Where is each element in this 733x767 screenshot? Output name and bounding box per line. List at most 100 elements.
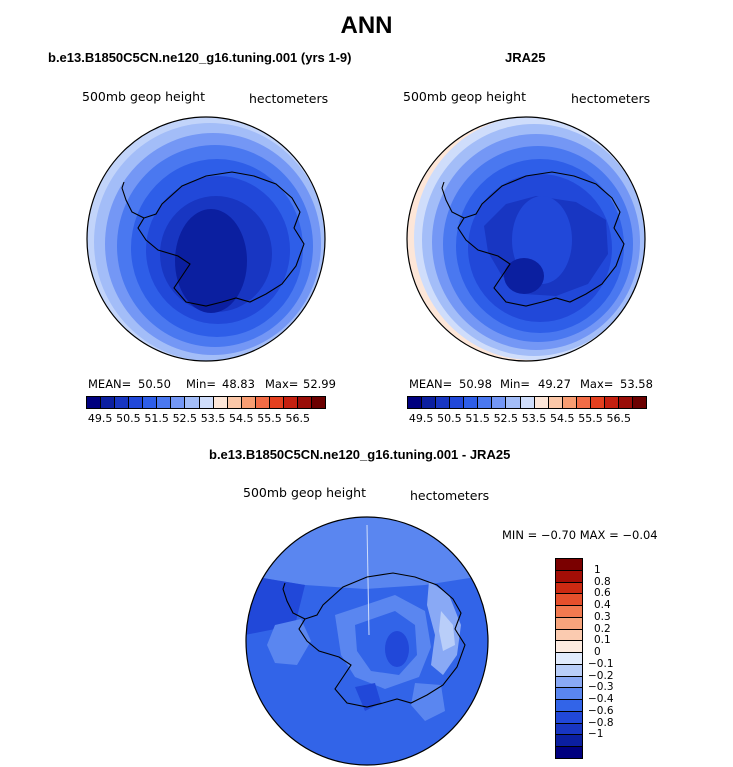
colorbar-tick-label: 49.5 [87, 412, 113, 425]
panel-1-polar-map [86, 116, 326, 362]
colorbar-swatch [227, 397, 242, 408]
diff-colorbar-swatch [555, 746, 583, 759]
panel-1-max: 52.99 [303, 377, 336, 391]
colorbar-swatch [297, 397, 312, 408]
colorbar-swatch [450, 397, 465, 408]
colorbar-swatch [562, 397, 577, 408]
colorbar-tick-label: 50.5 [437, 412, 462, 425]
panel-2-variable-label: 500mb geop height [403, 89, 526, 104]
diff-colorbar-tick-label: 0.8 [594, 575, 611, 588]
colorbar-swatch [576, 397, 591, 408]
panel-2-antarctica-coastline [457, 171, 625, 307]
colorbar-tick-label: 56.5 [285, 412, 311, 425]
colorbar-swatch [534, 397, 549, 408]
colorbar-swatch [283, 397, 298, 408]
panel-1-max-label: Max= [265, 377, 299, 391]
diff-panel-variable-label: 500mb geop height [243, 485, 366, 500]
colorbar-tick-label: 55.5 [578, 412, 603, 425]
panel-2-max-label: Max= [580, 377, 614, 391]
diff-panel-polar-map [245, 516, 489, 766]
panel-1-title: b.e13.B1850C5CN.ne120_g16.tuning.001 (yr… [48, 50, 352, 65]
diff-colorbar-tick-label: 0.6 [594, 587, 611, 600]
colorbar-swatch [255, 397, 270, 408]
panel-2-min-label: Min= [500, 377, 531, 391]
panel-2-max: 53.58 [620, 377, 653, 391]
colorbar-swatch [548, 397, 563, 408]
diff-colorbar-tick-label: −0.3 [588, 681, 614, 694]
colorbar-tick-label: 51.5 [465, 412, 490, 425]
colorbar-swatch [157, 397, 172, 408]
colorbar-swatch [422, 397, 437, 408]
panel-2-colorbar-ticks: 49.5 50.5 51.5 52.5 53.5 54.5 55.5 56.5 [407, 412, 647, 426]
diff-colorbar-tick-label: −0.6 [588, 704, 614, 717]
panel-1-colorbar-ticks: 49.5 50.5 51.5 52.5 53.5 54.5 55.5 56.5 [86, 412, 326, 426]
diff-colorbar-tick-label: −1 [588, 728, 604, 741]
panel-1-min: 48.83 [222, 377, 255, 391]
colorbar-tick-label: 54.5 [550, 412, 575, 425]
diff-colorbar-tick-label: 0.4 [594, 599, 611, 612]
colorbar-tick-label: 52.5 [493, 412, 519, 425]
colorbar-swatch [464, 397, 479, 408]
colorbar-swatch [87, 397, 102, 408]
panel-1-antarctica-coastline [137, 171, 305, 307]
colorbar-tick-label: 56.5 [606, 412, 632, 425]
colorbar-swatch [478, 397, 493, 408]
colorbar-swatch [408, 397, 423, 408]
diff-panel-peninsula [282, 582, 306, 620]
panel-1-variable-label: 500mb geop height [82, 89, 205, 104]
panel-2-mean: 50.98 [459, 377, 492, 391]
panel-2-title: JRA25 [505, 50, 546, 65]
colorbar-tick-label: 53.5 [521, 412, 547, 425]
panel-2-peninsula [441, 181, 465, 219]
panel-2-min: 49.27 [538, 377, 571, 391]
colorbar-tick-label: 54.5 [229, 412, 254, 425]
diff-colorbar [555, 558, 583, 759]
colorbar-swatch [506, 397, 521, 408]
diff-panel-units-label: hectometers [410, 488, 490, 503]
diff-colorbar-ticks: 1 0.8 0.6 0.4 0.3 0.2 0.1 0 −0.1 −0.2 −0.3 −0.4 −0.6… [588, 558, 634, 758]
diff-panel-title: b.e13.B1850C5CN.ne120_g16.tuning.001 - J… [209, 447, 511, 462]
colorbar-swatch [604, 397, 619, 408]
diff-panel-antarctica-coastline [298, 572, 466, 708]
colorbar-swatch [312, 397, 326, 408]
diff-colorbar-tick-label: −0.1 [588, 657, 614, 670]
panel-1-mean-label: MEAN= [88, 377, 132, 391]
diff-colorbar-tick-label: 0 [594, 646, 601, 659]
diff-colorbar-tick-label: 0.3 [594, 610, 611, 623]
colorbar-swatch [101, 397, 116, 408]
diff-colorbar-tick-label: 1 [594, 563, 601, 576]
colorbar-tick-label: 49.5 [408, 412, 434, 425]
diff-colorbar-tick-label: −0.2 [588, 669, 614, 682]
colorbar-swatch [436, 397, 451, 408]
colorbar-swatch [115, 397, 130, 408]
colorbar-swatch [185, 397, 200, 408]
colorbar-tick-label: 55.5 [257, 412, 282, 425]
colorbar-swatch [171, 397, 186, 408]
panel-1-mean: 50.50 [138, 377, 171, 391]
panel-2-mean-label: MEAN= [409, 377, 453, 391]
diff-panel-minmax: MIN = −0.70 MAX = −0.04 [502, 528, 658, 542]
diff-colorbar-tick-label: 0.2 [594, 622, 611, 635]
diff-colorbar-tick-label: −0.4 [588, 693, 614, 706]
panel-2-polar-map [406, 116, 646, 362]
panel-1-colorbar [86, 396, 326, 409]
colorbar-swatch [590, 397, 605, 408]
panel-1-min-label: Min= [186, 377, 217, 391]
panel-2-colorbar [407, 396, 647, 409]
diff-colorbar-tick-label: 0.1 [594, 634, 611, 647]
panel-1-units-label: hectometers [249, 91, 329, 106]
colorbar-swatch [492, 397, 507, 408]
panel-2-units-label: hectometers [571, 91, 651, 106]
panel-1-peninsula [121, 181, 145, 219]
diff-colorbar-tick-label: −0.8 [588, 716, 614, 729]
colorbar-swatch [269, 397, 284, 408]
colorbar-swatch [241, 397, 256, 408]
colorbar-swatch [618, 397, 633, 408]
colorbar-swatch [129, 397, 144, 408]
colorbar-swatch [520, 397, 535, 408]
colorbar-swatch [633, 397, 647, 408]
colorbar-swatch [143, 397, 158, 408]
main-title: ANN [340, 12, 393, 39]
colorbar-swatch [213, 397, 228, 408]
colorbar-tick-label: 52.5 [172, 412, 198, 425]
